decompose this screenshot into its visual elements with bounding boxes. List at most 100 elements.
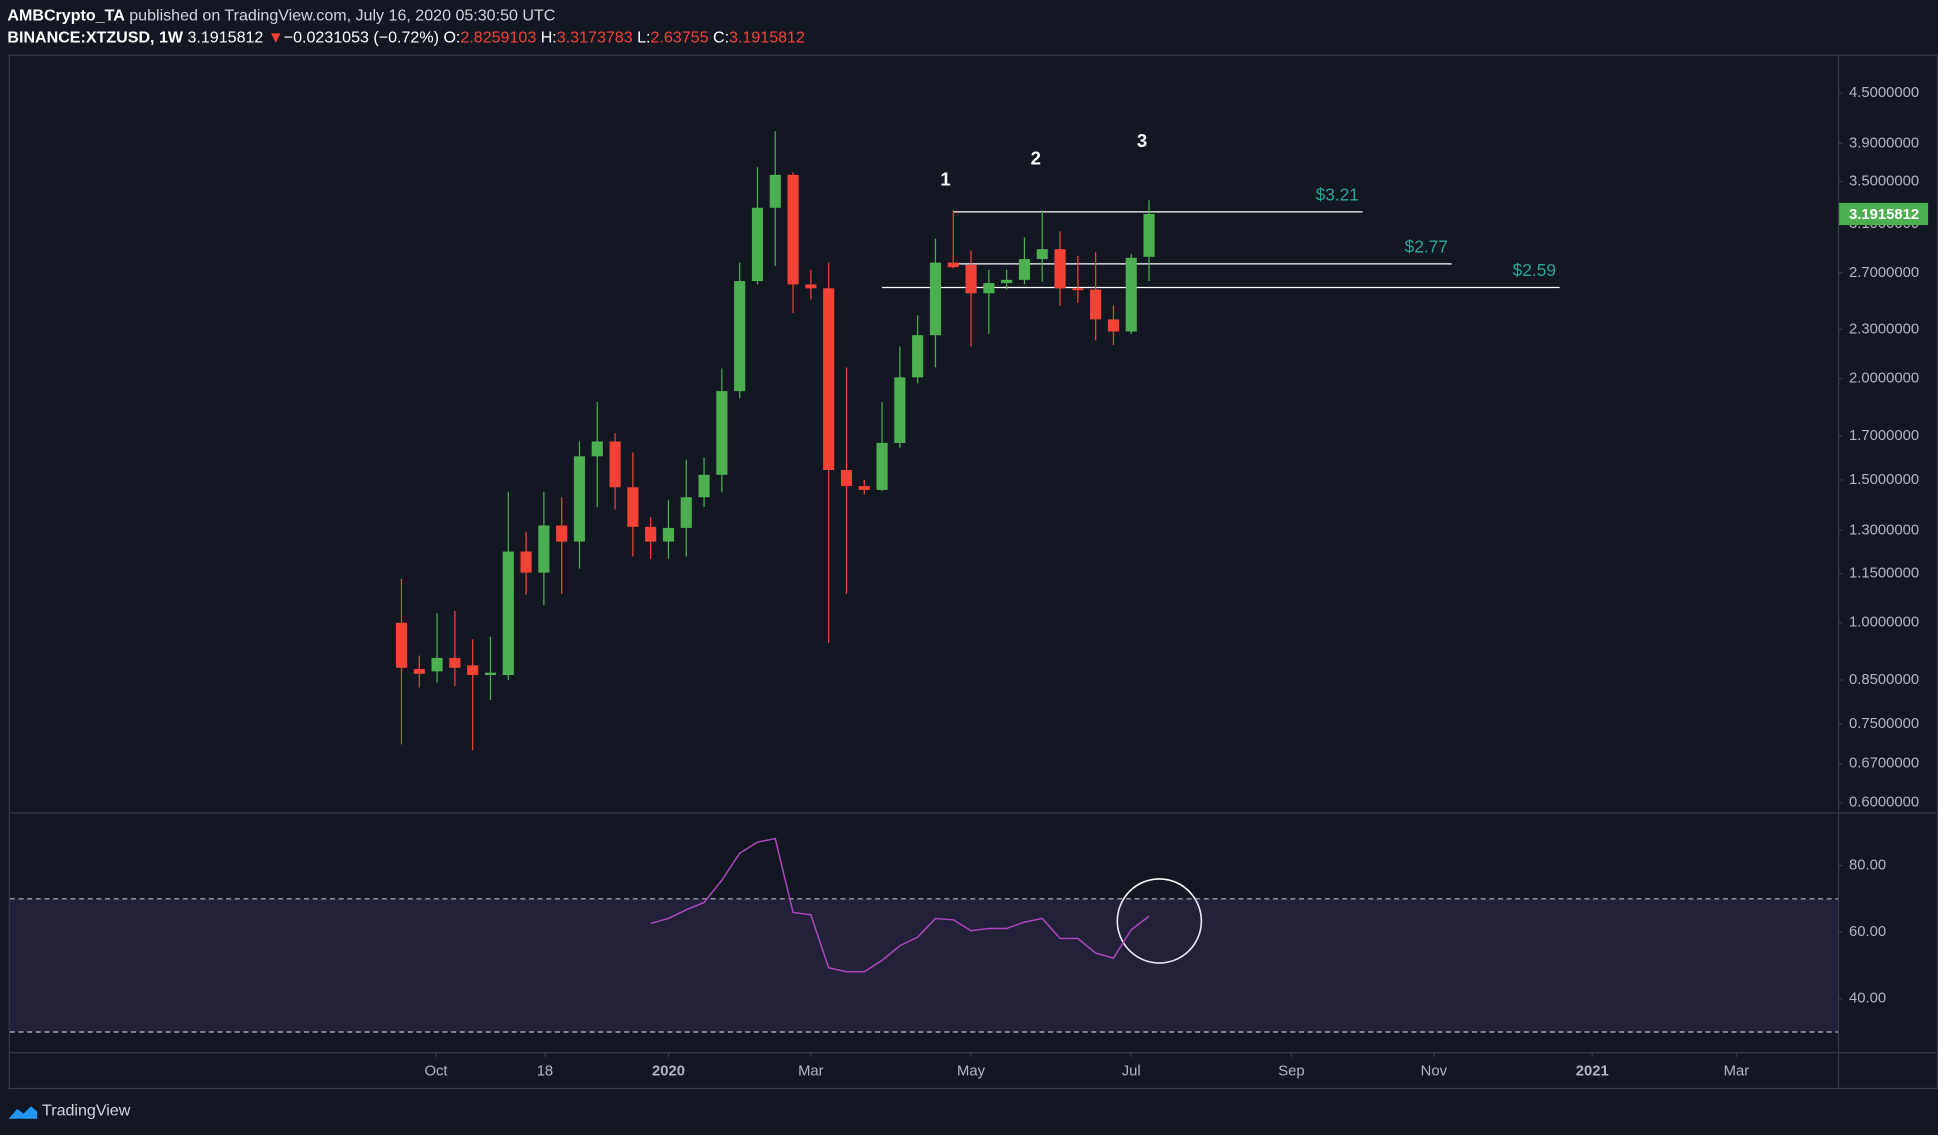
x-tick-label: 2021 bbox=[1576, 1064, 1609, 1080]
publish-line: AMBCrypto_TA published on TradingView.co… bbox=[7, 7, 555, 25]
candle-body bbox=[1125, 257, 1137, 332]
candle-body bbox=[395, 622, 408, 668]
candle-body bbox=[1001, 279, 1013, 284]
candle-body bbox=[823, 288, 835, 470]
ohlc-value: 3.3173783 bbox=[557, 29, 633, 47]
ohlc-label: C: bbox=[713, 29, 729, 47]
symbol-line: BINANCE:XTZUSD, 1W 3.1915812 ▼−0.0231053… bbox=[7, 29, 805, 47]
x-tick-label: Sep bbox=[1278, 1064, 1304, 1080]
x-tick-label: 18 bbox=[537, 1064, 554, 1080]
candle-body bbox=[929, 262, 942, 336]
rsi-tick-label: 60.00 bbox=[1849, 924, 1886, 940]
candle-body bbox=[680, 497, 692, 528]
x-tick-label: Jul bbox=[1122, 1064, 1141, 1080]
level-label: $2.59 bbox=[1513, 260, 1556, 280]
ohlc-value: 3.1915812 bbox=[729, 29, 805, 47]
ohlc-label: O: bbox=[443, 29, 460, 47]
level-label: $2.77 bbox=[1405, 236, 1448, 256]
footer-logo: TradingView bbox=[8, 1102, 131, 1120]
highlight-circle bbox=[1116, 878, 1203, 964]
ohlc-label: H: bbox=[541, 29, 557, 47]
y-tick-label: 1.0000000 bbox=[1849, 615, 1919, 631]
frame bbox=[8, 54, 1938, 1090]
x-tick-label: Mar bbox=[798, 1064, 824, 1080]
y-tick-label: 1.1500000 bbox=[1849, 565, 1919, 581]
last-price: 3.1915812 bbox=[188, 29, 264, 47]
y-tick-label: 1.7000000 bbox=[1849, 428, 1919, 444]
rsi-tick-label: 80.00 bbox=[1849, 857, 1886, 873]
candle-body bbox=[1090, 289, 1102, 320]
candle-body bbox=[431, 657, 443, 672]
y-tick-label: 0.7500000 bbox=[1849, 716, 1919, 732]
candle-body bbox=[840, 469, 853, 487]
y-tick-label: 0.8500000 bbox=[1849, 672, 1919, 688]
candle-body bbox=[502, 551, 514, 676]
last-price-label: 3.1915812 bbox=[1849, 207, 1919, 223]
candle-body bbox=[1054, 249, 1066, 289]
candle-body bbox=[751, 207, 764, 282]
level-label: $3.21 bbox=[1316, 184, 1359, 204]
candle-body bbox=[787, 174, 799, 285]
last-price-box bbox=[1839, 202, 1929, 226]
candle-body bbox=[805, 284, 817, 289]
candle-body bbox=[894, 377, 906, 443]
y-tick-label: 0.6700000 bbox=[1849, 756, 1919, 772]
y-tick-label: 1.3000000 bbox=[1849, 522, 1919, 538]
candle-body bbox=[983, 283, 995, 294]
symbol: BINANCE:XTZUSD, 1W bbox=[7, 29, 183, 47]
candle-body bbox=[573, 456, 586, 542]
annotation: 3 bbox=[1137, 130, 1147, 151]
ohlc-value: 2.8259103 bbox=[460, 29, 536, 47]
x-tick-label: 2020 bbox=[652, 1064, 685, 1080]
ohlc-label: L: bbox=[637, 29, 650, 47]
x-tick-label: Nov bbox=[1421, 1064, 1448, 1080]
annotation: 2 bbox=[1031, 148, 1041, 169]
candle-body bbox=[662, 527, 675, 542]
candle-body bbox=[591, 441, 603, 457]
y-tick-label: 1.5000000 bbox=[1849, 472, 1919, 488]
logo-icon bbox=[8, 1106, 38, 1119]
candle-body bbox=[858, 486, 870, 490]
candle-body bbox=[912, 335, 924, 378]
candle-body bbox=[734, 281, 746, 392]
change: −0.0231053 (−0.72%) bbox=[284, 29, 439, 47]
rsi-band bbox=[9, 898, 1838, 1033]
y-tick-label: 2.0000000 bbox=[1849, 371, 1919, 387]
candle-body bbox=[645, 526, 657, 542]
candle-body bbox=[467, 665, 479, 676]
candle-body bbox=[876, 442, 888, 490]
published: published on TradingView.com, July 16, 2… bbox=[129, 7, 555, 25]
y-tick-label: 4.5000000 bbox=[1849, 85, 1919, 101]
candle-body bbox=[1143, 213, 1155, 257]
x-tick-label: Oct bbox=[424, 1064, 448, 1080]
candle-body bbox=[698, 474, 710, 498]
candle-body bbox=[413, 668, 425, 674]
x-tick-label: Mar bbox=[1724, 1064, 1750, 1080]
candle-body bbox=[484, 672, 497, 676]
candle-body bbox=[627, 487, 639, 527]
candle-body bbox=[520, 551, 532, 573]
candle-body bbox=[716, 391, 728, 475]
candle-body bbox=[965, 264, 977, 294]
candle-body bbox=[769, 174, 781, 208]
candle-body bbox=[1036, 249, 1048, 260]
candle-body bbox=[1107, 319, 1120, 332]
annotation: 1 bbox=[940, 169, 950, 190]
candle-body bbox=[1018, 259, 1031, 280]
candle-body bbox=[947, 262, 959, 268]
x-tick-label: May bbox=[957, 1064, 986, 1080]
change-arrow: ▼ bbox=[268, 29, 284, 47]
y-tick-label: 3.5000000 bbox=[1849, 173, 1919, 189]
author: AMBCrypto_TA bbox=[7, 7, 125, 25]
y-tick-label: 2.7000000 bbox=[1849, 265, 1919, 281]
candle-body bbox=[449, 657, 461, 668]
frame-border bbox=[8, 54, 1938, 1090]
y-tick-label: 0.6000000 bbox=[1849, 795, 1919, 811]
candle-body bbox=[556, 525, 568, 542]
rsi-line bbox=[650, 837, 1150, 973]
rsi-tick-label: 40.00 bbox=[1849, 991, 1886, 1007]
ohlc-value: 2.63755 bbox=[651, 29, 709, 47]
